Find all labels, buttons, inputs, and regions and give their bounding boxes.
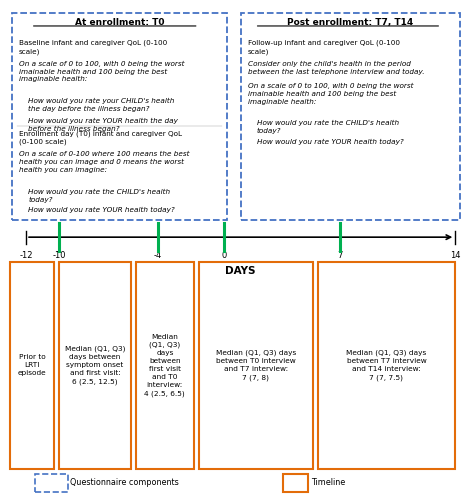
FancyBboxPatch shape — [199, 262, 313, 469]
Text: Enrollment day (T0) infant and caregiver QoL
(0-100 scale): Enrollment day (T0) infant and caregiver… — [19, 131, 182, 145]
Text: On a scale of 0-100 where 100 means the best
health you can image and 0 means th: On a scale of 0-100 where 100 means the … — [19, 151, 190, 173]
Text: How would you rate your CHILD's health
the day before the illness began?: How would you rate your CHILD's health t… — [28, 98, 175, 112]
FancyBboxPatch shape — [12, 12, 227, 220]
Text: 14: 14 — [450, 251, 460, 260]
FancyBboxPatch shape — [59, 262, 131, 469]
Text: How would you rate the CHILD's health
today?: How would you rate the CHILD's health to… — [257, 120, 399, 134]
Text: Baseline infant and caregiver QoL (0-100
scale): Baseline infant and caregiver QoL (0-100… — [19, 40, 167, 54]
Text: Median (Q1, Q3) days
between T0 interview
and T7 interview:
7 (7, 8): Median (Q1, Q3) days between T0 intervie… — [216, 350, 296, 381]
Text: How would you rate YOUR health today?: How would you rate YOUR health today? — [257, 139, 404, 145]
Text: Median (Q1, Q3)
days between
symptom onset
and first visit:
6 (2.5, 12.5): Median (Q1, Q3) days between symptom ons… — [64, 346, 125, 385]
FancyBboxPatch shape — [10, 262, 54, 469]
Text: Questionnaire components: Questionnaire components — [71, 479, 179, 488]
Text: Prior to
LRTI
episode: Prior to LRTI episode — [18, 354, 46, 376]
FancyBboxPatch shape — [241, 12, 460, 220]
Text: How would you rate the CHILD's health
today?: How would you rate the CHILD's health to… — [28, 189, 171, 203]
Text: On a scale of 0 to 100, with 0 being the worst
imainable health and 100 being th: On a scale of 0 to 100, with 0 being the… — [247, 83, 413, 105]
FancyBboxPatch shape — [36, 474, 68, 493]
Text: -10: -10 — [52, 251, 66, 260]
Text: DAYS: DAYS — [226, 266, 256, 276]
Text: -12: -12 — [19, 251, 33, 260]
Text: Timeline: Timeline — [311, 479, 346, 488]
Text: 7: 7 — [337, 251, 342, 260]
FancyBboxPatch shape — [136, 262, 194, 469]
Text: 0: 0 — [221, 251, 227, 260]
Text: How would you rate YOUR health the day
before the illness began?: How would you rate YOUR health the day b… — [28, 118, 178, 132]
Text: -4: -4 — [154, 251, 162, 260]
Text: On a scale of 0 to 100, with 0 being the worst
imainable health and 100 being th: On a scale of 0 to 100, with 0 being the… — [19, 60, 184, 82]
Text: Follow-up infant and caregiver QoL (0-100
scale): Follow-up infant and caregiver QoL (0-10… — [247, 40, 400, 54]
FancyBboxPatch shape — [318, 262, 455, 469]
FancyBboxPatch shape — [283, 474, 308, 493]
Text: Post enrollment: T7, T14: Post enrollment: T7, T14 — [287, 17, 413, 26]
Text: How would you rate YOUR health today?: How would you rate YOUR health today? — [28, 207, 175, 213]
Text: At enrollment: T0: At enrollment: T0 — [74, 17, 164, 26]
Text: Consider only the child's health in the period
between the last telephone interv: Consider only the child's health in the … — [247, 60, 424, 74]
Text: Median
(Q1, Q3)
days
between
first visit
and T0
interview:
4 (2.5, 6.5): Median (Q1, Q3) days between first visit… — [145, 334, 185, 397]
Text: Median (Q1, Q3) days
between T7 interview
and T14 interview:
7 (7, 7.5): Median (Q1, Q3) days between T7 intervie… — [346, 350, 427, 381]
